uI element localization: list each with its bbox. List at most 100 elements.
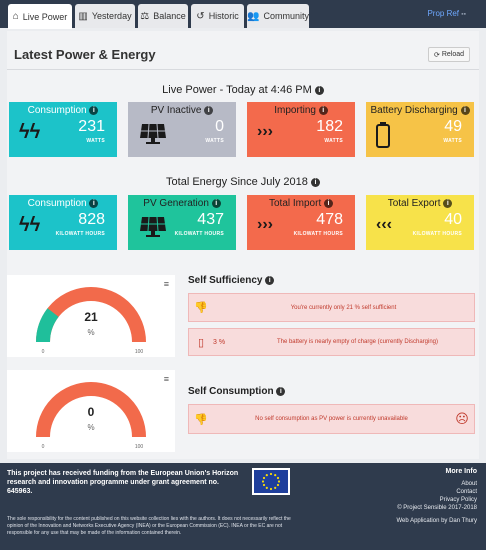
scale-icon: ⚖ (140, 10, 150, 22)
bar-chart-icon: ▥ (78, 10, 88, 22)
triple-chevron-right-icon: ››› (257, 216, 273, 233)
battery-percent: 3 % (213, 338, 226, 346)
alert-message: No self consumption as PV power is curre… (255, 416, 408, 422)
card-value: 828 (78, 211, 105, 228)
info-icon[interactable]: i (204, 105, 214, 115)
tab-community[interactable]: 👥 Community (247, 4, 309, 28)
tab-label: Balance (153, 11, 186, 21)
gauge-max: 100 (135, 349, 144, 355)
more-info-heading: More Info (445, 468, 478, 475)
triple-chevron-left-icon: ‹‹‹ (376, 216, 392, 233)
privacy-policy-link[interactable]: Privacy Policy (439, 497, 477, 503)
eu-flag-logo (252, 468, 290, 495)
live-card-consumption: Consumption i ϟϟ 231 WATTS (9, 102, 117, 157)
card-value: 231 (78, 118, 105, 135)
triple-chevron-right-icon: ››› (257, 123, 273, 140)
info-icon[interactable]: i (89, 198, 99, 208)
footer: This project has received funding from t… (0, 463, 486, 550)
funding-statement: This project has received funding from t… (7, 470, 239, 495)
card-value: 182 (316, 118, 343, 135)
menu-icon[interactable]: ≡ (163, 279, 169, 289)
top-nav: ⌂ Live Power ▥ Yesterday ⚖ Balance ↺ His… (0, 0, 486, 29)
info-icon[interactable]: i (318, 105, 328, 115)
gauge-track (36, 382, 146, 438)
live-power-title-text: Live Power - Today at 4:46 PM (162, 84, 312, 96)
reload-label: Reload (441, 51, 464, 58)
lightning-icon: ϟϟ (19, 121, 41, 143)
gauge-unit: % (87, 423, 94, 432)
info-icon[interactable]: i (265, 275, 275, 285)
card-unit: WATTS (86, 138, 105, 144)
card-label: Total Import (268, 198, 322, 209)
card-value: 478 (316, 211, 343, 228)
tab-balance[interactable]: ⚖ Balance (138, 4, 188, 28)
home-icon: ⌂ (12, 11, 19, 22)
tab-label: Community (263, 11, 309, 21)
info-icon[interactable]: i (443, 198, 453, 208)
total-card-export: Total Export i ‹‹‹ 40 KILOWATT HOURS (366, 195, 474, 250)
prop-ref-label: Prop Ref (427, 9, 460, 18)
menu-icon[interactable]: ≡ (163, 374, 169, 384)
info-icon[interactable]: i (276, 386, 286, 396)
contact-link[interactable]: Contact (456, 489, 477, 495)
total-energy-title: Total Energy Since July 2018 i (7, 176, 479, 188)
total-card-import: Total Import i ››› 478 KILOWATT HOURS (247, 195, 355, 250)
tab-live-power[interactable]: ⌂ Live Power (8, 4, 72, 29)
tab-label: Historic (208, 11, 239, 21)
self-consumption-gauge: ≡ 0 % 0 100 (7, 370, 175, 452)
total-card-pv-generation: PV Generation i 437 KILOWATT HOURS (128, 195, 236, 250)
solar-panel-icon (138, 122, 168, 150)
info-icon[interactable]: i (89, 105, 99, 115)
tab-label: Live Power (22, 11, 68, 22)
card-unit: WATTS (324, 138, 343, 144)
card-unit: KILOWATT HOURS (293, 231, 343, 237)
disclaimer: The sole responsibility for the content … (7, 516, 291, 536)
gauge-max: 100 (135, 444, 144, 450)
tab-yesterday[interactable]: ▥ Yesterday (75, 4, 135, 28)
self-sufficiency-title-text: Self Sufficiency (188, 275, 263, 286)
self-consumption-title-text: Self Consumption (188, 386, 274, 397)
alert-message: You're currently only 21 % self sufficie… (290, 304, 397, 311)
self-consumption-alert: 👎 No self consumption as PV power is cur… (188, 404, 475, 434)
self-consumption-title: Self Consumption i (188, 386, 286, 397)
total-card-consumption: Consumption i ϟϟ 828 KILOWATT HOURS (9, 195, 117, 250)
card-label: Importing (274, 105, 316, 116)
info-icon[interactable]: i (460, 105, 470, 115)
info-icon[interactable]: i (310, 177, 320, 187)
reload-button[interactable]: ⟳ Reload (427, 47, 470, 62)
gauge-unit: % (87, 328, 94, 337)
alert-message: The battery is nearly empty of charge (c… (276, 339, 439, 345)
thumbs-down-icon: 👎 (194, 302, 208, 314)
divider (7, 69, 479, 70)
card-value: 40 (444, 211, 462, 228)
card-unit: WATTS (205, 138, 224, 144)
tab-historic[interactable]: ↺ Historic (191, 4, 244, 28)
card-value: 49 (444, 118, 462, 135)
battery-icon (376, 122, 390, 152)
prop-ref-link[interactable]: Prop Ref ▪▪ (427, 9, 466, 18)
card-label: PV Generation (143, 198, 209, 209)
card-label: Battery Discharging (370, 105, 458, 116)
thumbs-down-icon: 👎 (194, 413, 208, 426)
card-unit: KILOWATT HOURS (55, 231, 105, 237)
about-link[interactable]: About (461, 481, 477, 487)
lightning-icon: ϟϟ (19, 214, 41, 236)
card-label: Consumption (27, 198, 87, 209)
refresh-icon: ⟳ (433, 51, 440, 59)
self-sufficiency-title: Self Sufficiency i (188, 275, 275, 286)
live-card-importing: Importing i ››› 182 WATTS (247, 102, 355, 157)
gauge-min: 0 (42, 349, 45, 355)
live-card-battery: Battery Discharging i 49 WATTS (366, 102, 474, 157)
gauge-min: 0 (42, 444, 45, 450)
card-unit: KILOWATT HOURS (174, 231, 224, 237)
solar-panel-icon (138, 215, 168, 243)
info-icon[interactable]: i (314, 85, 324, 95)
info-icon[interactable]: i (324, 198, 334, 208)
info-icon[interactable]: i (211, 198, 221, 208)
total-energy-title-text: Total Energy Since July 2018 (166, 176, 308, 188)
users-icon: 👥 (247, 10, 260, 22)
card-label: Consumption (27, 105, 87, 116)
tab-label: Yesterday (91, 11, 132, 21)
card-label: PV Inactive (150, 105, 202, 116)
credit: Web Application by Dan Thury (396, 518, 478, 524)
